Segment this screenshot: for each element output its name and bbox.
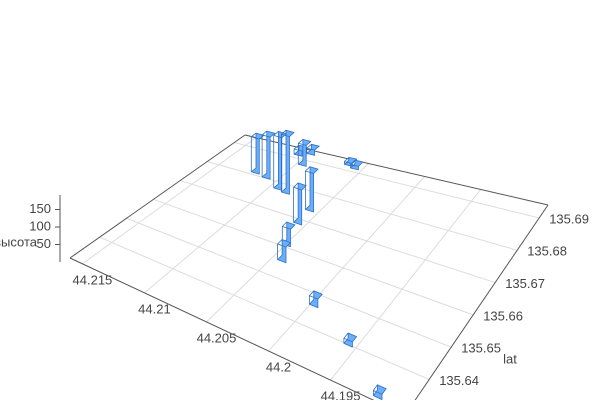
bar: [350, 159, 364, 171]
floor-edge: [69, 257, 375, 400]
y-tick-label: 135.65: [461, 341, 501, 356]
grid-line: [153, 198, 474, 316]
floor-edge: [244, 134, 549, 206]
y-tick-label: 135.66: [483, 308, 523, 323]
x-tick-label: 44.205: [197, 330, 237, 345]
grid-line: [234, 142, 540, 219]
bar: [343, 332, 357, 348]
z-tick-label: 50: [37, 236, 51, 251]
grid-line: [330, 189, 482, 381]
bar: [281, 129, 295, 195]
grid-line: [207, 161, 518, 251]
floor-edge: [69, 134, 246, 259]
lat-axis-title: lat: [503, 351, 517, 366]
grid-line: [268, 176, 425, 352]
y-tick-label: 135.68: [527, 244, 567, 259]
floor-edge: [414, 204, 549, 400]
grid-line: [99, 236, 430, 380]
bar: [306, 143, 320, 156]
z-axis-title: высота: [0, 234, 38, 249]
y-tick-label: 135.67: [505, 276, 545, 291]
y-tick-label: 135.64: [439, 373, 479, 388]
x-tick-label: 44.21: [138, 301, 171, 316]
grid-line: [180, 179, 496, 284]
grid-line: [144, 150, 313, 294]
x-tick-label: 44.195: [321, 389, 361, 400]
grid-line: [126, 217, 452, 348]
x-tick-label: 44.215: [73, 272, 113, 287]
bar: [293, 182, 307, 226]
z-tick-label: 150: [29, 201, 51, 216]
grid-line: [82, 137, 257, 265]
bar: [261, 130, 276, 180]
bar: [277, 239, 291, 264]
bar: [305, 166, 319, 213]
y-tick-label: 135.69: [549, 211, 589, 226]
x-tick-label: 44.2: [266, 359, 291, 374]
z-tick-label: 100: [29, 218, 51, 233]
bar: [309, 290, 323, 309]
bar: [297, 139, 312, 167]
bar: [373, 384, 387, 400]
